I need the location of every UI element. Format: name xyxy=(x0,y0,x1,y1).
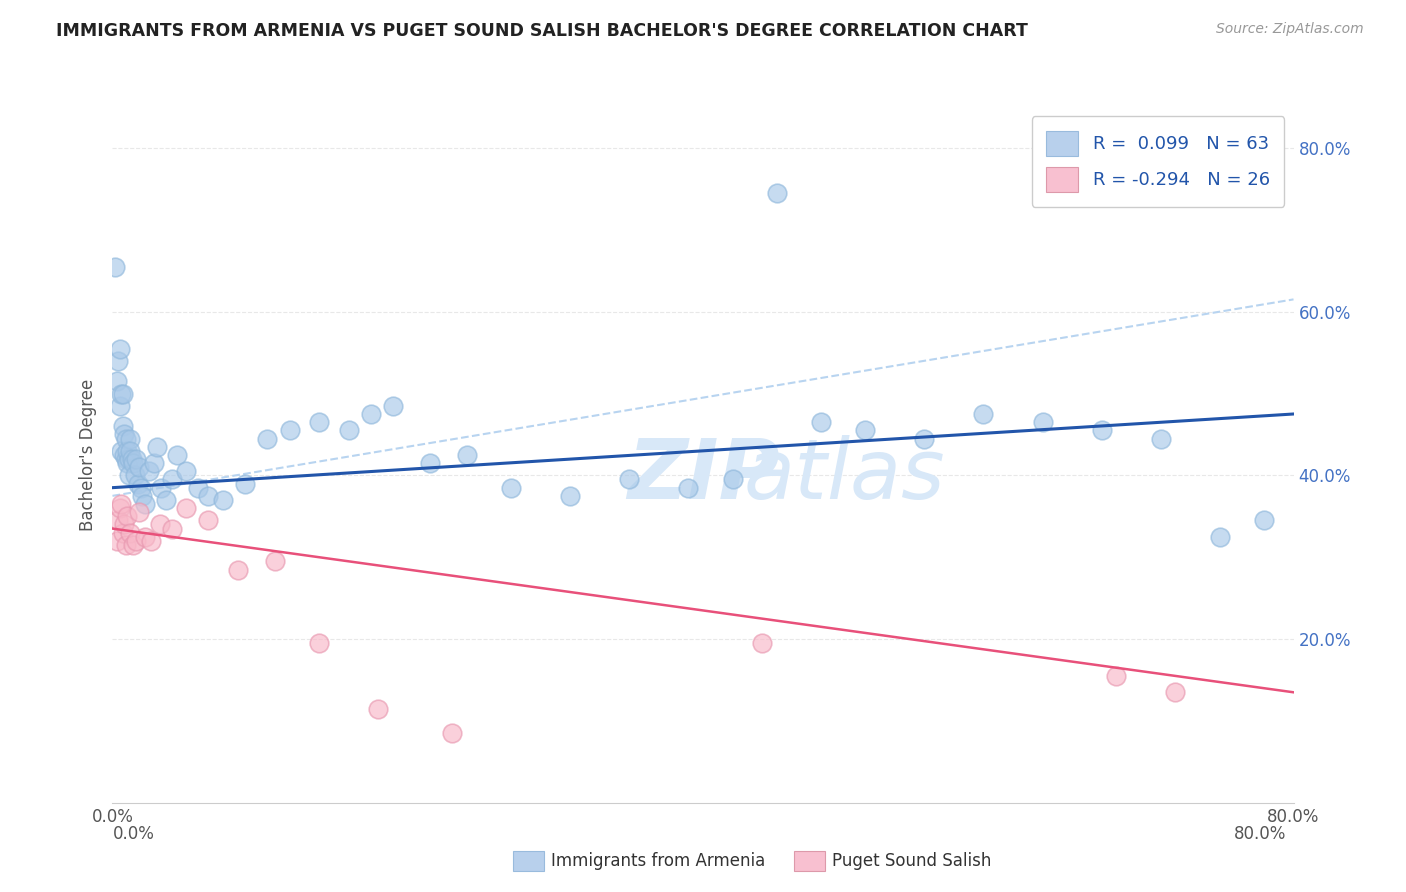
Point xyxy=(120,443,142,458)
Point xyxy=(128,460,150,475)
Point xyxy=(766,186,789,200)
Point xyxy=(138,464,160,478)
Point xyxy=(112,427,135,442)
Point xyxy=(107,353,129,368)
Point xyxy=(114,432,136,446)
Point xyxy=(149,517,172,532)
Point xyxy=(855,423,877,437)
Point xyxy=(139,533,162,548)
Point xyxy=(105,533,128,548)
Point xyxy=(751,636,773,650)
Point xyxy=(1150,432,1173,446)
Point xyxy=(110,443,132,458)
Point xyxy=(160,473,183,487)
Point xyxy=(110,497,132,511)
Point xyxy=(118,468,141,483)
Point xyxy=(150,481,173,495)
Point xyxy=(187,481,209,495)
Point xyxy=(117,509,138,524)
Point xyxy=(619,473,641,487)
Point xyxy=(108,342,131,356)
Point xyxy=(107,513,129,527)
Point xyxy=(501,481,523,495)
Text: 0.0%: 0.0% xyxy=(112,825,155,843)
Point xyxy=(419,456,441,470)
Point xyxy=(114,452,136,467)
Point xyxy=(155,492,177,507)
Point xyxy=(160,522,183,536)
Point xyxy=(1164,685,1187,699)
Point xyxy=(104,260,127,274)
Point xyxy=(973,407,995,421)
Point xyxy=(124,468,146,483)
Point xyxy=(256,432,278,446)
Point xyxy=(118,452,141,467)
Point xyxy=(134,530,156,544)
Point xyxy=(166,448,188,462)
Point xyxy=(127,476,149,491)
Point xyxy=(456,448,478,462)
Point xyxy=(121,452,143,467)
Point xyxy=(108,399,131,413)
Point xyxy=(117,456,138,470)
Point xyxy=(112,448,135,462)
Point xyxy=(678,481,700,495)
Point xyxy=(367,701,389,715)
Point xyxy=(441,726,464,740)
Point xyxy=(120,525,142,540)
Point xyxy=(122,456,145,470)
Point xyxy=(278,423,301,437)
Point xyxy=(120,432,142,446)
Point xyxy=(1091,423,1114,437)
Point xyxy=(122,538,145,552)
Text: atlas: atlas xyxy=(744,435,946,516)
Point xyxy=(117,443,138,458)
Point xyxy=(558,489,582,503)
Point xyxy=(134,497,156,511)
Point xyxy=(110,386,132,401)
Text: Puget Sound Salish: Puget Sound Salish xyxy=(832,852,991,870)
Point xyxy=(382,399,405,413)
Point xyxy=(111,525,134,540)
Point xyxy=(111,419,134,434)
Point xyxy=(308,636,330,650)
Point xyxy=(197,513,219,527)
Point xyxy=(1253,513,1275,527)
Point xyxy=(174,501,197,516)
Point xyxy=(146,440,169,454)
Point xyxy=(226,562,249,576)
Text: IMMIGRANTS FROM ARMENIA VS PUGET SOUND SALISH BACHELOR'S DEGREE CORRELATION CHAR: IMMIGRANTS FROM ARMENIA VS PUGET SOUND S… xyxy=(56,22,1028,40)
Point xyxy=(1208,530,1232,544)
Point xyxy=(721,473,744,487)
Point xyxy=(308,415,330,429)
Point xyxy=(360,407,382,421)
Text: ZIP: ZIP xyxy=(627,435,779,516)
Point xyxy=(142,456,165,470)
Point xyxy=(1105,669,1128,683)
Point xyxy=(111,386,134,401)
Point xyxy=(233,476,256,491)
Point xyxy=(125,452,148,467)
Point xyxy=(810,415,832,429)
Point xyxy=(114,538,136,552)
Text: Source: ZipAtlas.com: Source: ZipAtlas.com xyxy=(1216,22,1364,37)
Y-axis label: Bachelor's Degree: Bachelor's Degree xyxy=(79,379,97,531)
Text: Immigrants from Armenia: Immigrants from Armenia xyxy=(551,852,765,870)
Point xyxy=(914,432,936,446)
Point xyxy=(1032,415,1054,429)
Text: 80.0%: 80.0% xyxy=(1234,825,1286,843)
Point xyxy=(212,492,235,507)
Point xyxy=(128,505,150,519)
Legend: R =  0.099   N = 63, R = -0.294   N = 26: R = 0.099 N = 63, R = -0.294 N = 26 xyxy=(1032,116,1285,207)
Point xyxy=(197,489,219,503)
Point xyxy=(125,533,148,548)
Point xyxy=(112,517,135,532)
Point xyxy=(174,464,197,478)
Point xyxy=(131,489,153,503)
Point xyxy=(129,481,152,495)
Point xyxy=(264,554,287,568)
Point xyxy=(337,423,360,437)
Point xyxy=(105,374,128,388)
Point xyxy=(108,501,131,516)
